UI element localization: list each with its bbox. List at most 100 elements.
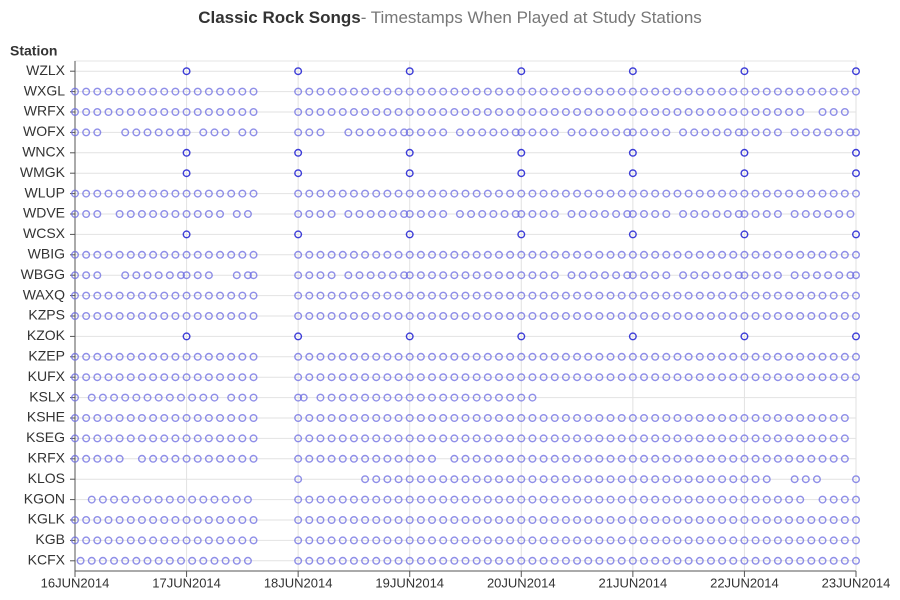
point bbox=[517, 516, 526, 525]
point bbox=[405, 250, 414, 259]
point bbox=[494, 352, 503, 361]
point bbox=[327, 250, 336, 259]
point bbox=[807, 516, 816, 525]
point bbox=[807, 291, 816, 300]
point bbox=[405, 128, 414, 137]
x-tick-label: 22JUN2014 bbox=[710, 575, 779, 590]
point bbox=[773, 434, 782, 443]
point bbox=[489, 128, 498, 137]
point bbox=[801, 475, 810, 484]
point bbox=[517, 250, 526, 259]
point bbox=[210, 393, 219, 402]
point bbox=[662, 475, 671, 484]
point bbox=[316, 393, 325, 402]
point bbox=[93, 536, 102, 545]
point bbox=[182, 414, 191, 423]
point bbox=[595, 516, 604, 525]
point bbox=[450, 373, 459, 382]
point bbox=[238, 414, 247, 423]
point bbox=[305, 87, 314, 96]
point bbox=[416, 393, 425, 402]
point bbox=[316, 189, 325, 198]
point bbox=[361, 373, 370, 382]
point bbox=[238, 312, 247, 321]
point bbox=[137, 209, 146, 218]
point bbox=[723, 128, 732, 137]
point bbox=[796, 414, 805, 423]
point bbox=[355, 209, 364, 218]
point bbox=[651, 271, 660, 280]
point bbox=[740, 352, 749, 361]
point bbox=[171, 516, 180, 525]
series bbox=[70, 271, 861, 280]
point bbox=[528, 312, 537, 321]
point bbox=[695, 250, 704, 259]
point bbox=[712, 271, 721, 280]
point bbox=[70, 536, 79, 545]
point bbox=[494, 373, 503, 382]
point bbox=[176, 128, 185, 137]
point bbox=[662, 414, 671, 423]
point bbox=[372, 475, 381, 484]
point bbox=[762, 475, 771, 484]
series bbox=[70, 434, 849, 443]
point bbox=[461, 107, 470, 116]
point bbox=[573, 291, 582, 300]
point bbox=[718, 107, 727, 116]
point bbox=[640, 87, 649, 96]
point bbox=[327, 536, 336, 545]
point bbox=[361, 107, 370, 116]
point bbox=[193, 516, 202, 525]
point bbox=[494, 87, 503, 96]
point bbox=[584, 312, 593, 321]
series bbox=[70, 414, 849, 423]
point bbox=[606, 495, 615, 504]
point bbox=[394, 414, 403, 423]
point bbox=[550, 271, 559, 280]
point bbox=[428, 291, 437, 300]
point bbox=[517, 230, 526, 239]
point bbox=[628, 128, 637, 137]
point bbox=[160, 536, 169, 545]
point bbox=[584, 107, 593, 116]
point bbox=[137, 291, 146, 300]
point bbox=[93, 414, 102, 423]
point bbox=[182, 454, 191, 463]
point bbox=[751, 189, 760, 198]
point bbox=[723, 271, 732, 280]
point bbox=[740, 536, 749, 545]
x-tick-label: 23JUN2014 bbox=[822, 575, 891, 590]
point bbox=[483, 271, 492, 280]
point bbox=[528, 87, 537, 96]
point bbox=[729, 250, 738, 259]
point bbox=[561, 536, 570, 545]
point bbox=[160, 189, 169, 198]
point bbox=[494, 414, 503, 423]
point bbox=[573, 536, 582, 545]
point bbox=[461, 536, 470, 545]
point bbox=[439, 271, 448, 280]
point bbox=[316, 495, 325, 504]
point bbox=[595, 495, 604, 504]
point bbox=[550, 189, 559, 198]
point bbox=[762, 312, 771, 321]
series bbox=[70, 107, 849, 116]
point bbox=[628, 475, 637, 484]
point bbox=[561, 107, 570, 116]
point bbox=[115, 454, 124, 463]
point bbox=[673, 556, 682, 565]
point bbox=[651, 209, 660, 218]
point bbox=[684, 495, 693, 504]
point bbox=[852, 475, 861, 484]
point bbox=[617, 434, 626, 443]
point bbox=[595, 352, 604, 361]
point bbox=[204, 107, 213, 116]
point bbox=[651, 556, 660, 565]
point bbox=[243, 495, 252, 504]
point bbox=[506, 291, 515, 300]
point bbox=[617, 556, 626, 565]
point bbox=[182, 230, 191, 239]
point bbox=[227, 536, 236, 545]
point bbox=[589, 209, 598, 218]
point bbox=[762, 128, 771, 137]
